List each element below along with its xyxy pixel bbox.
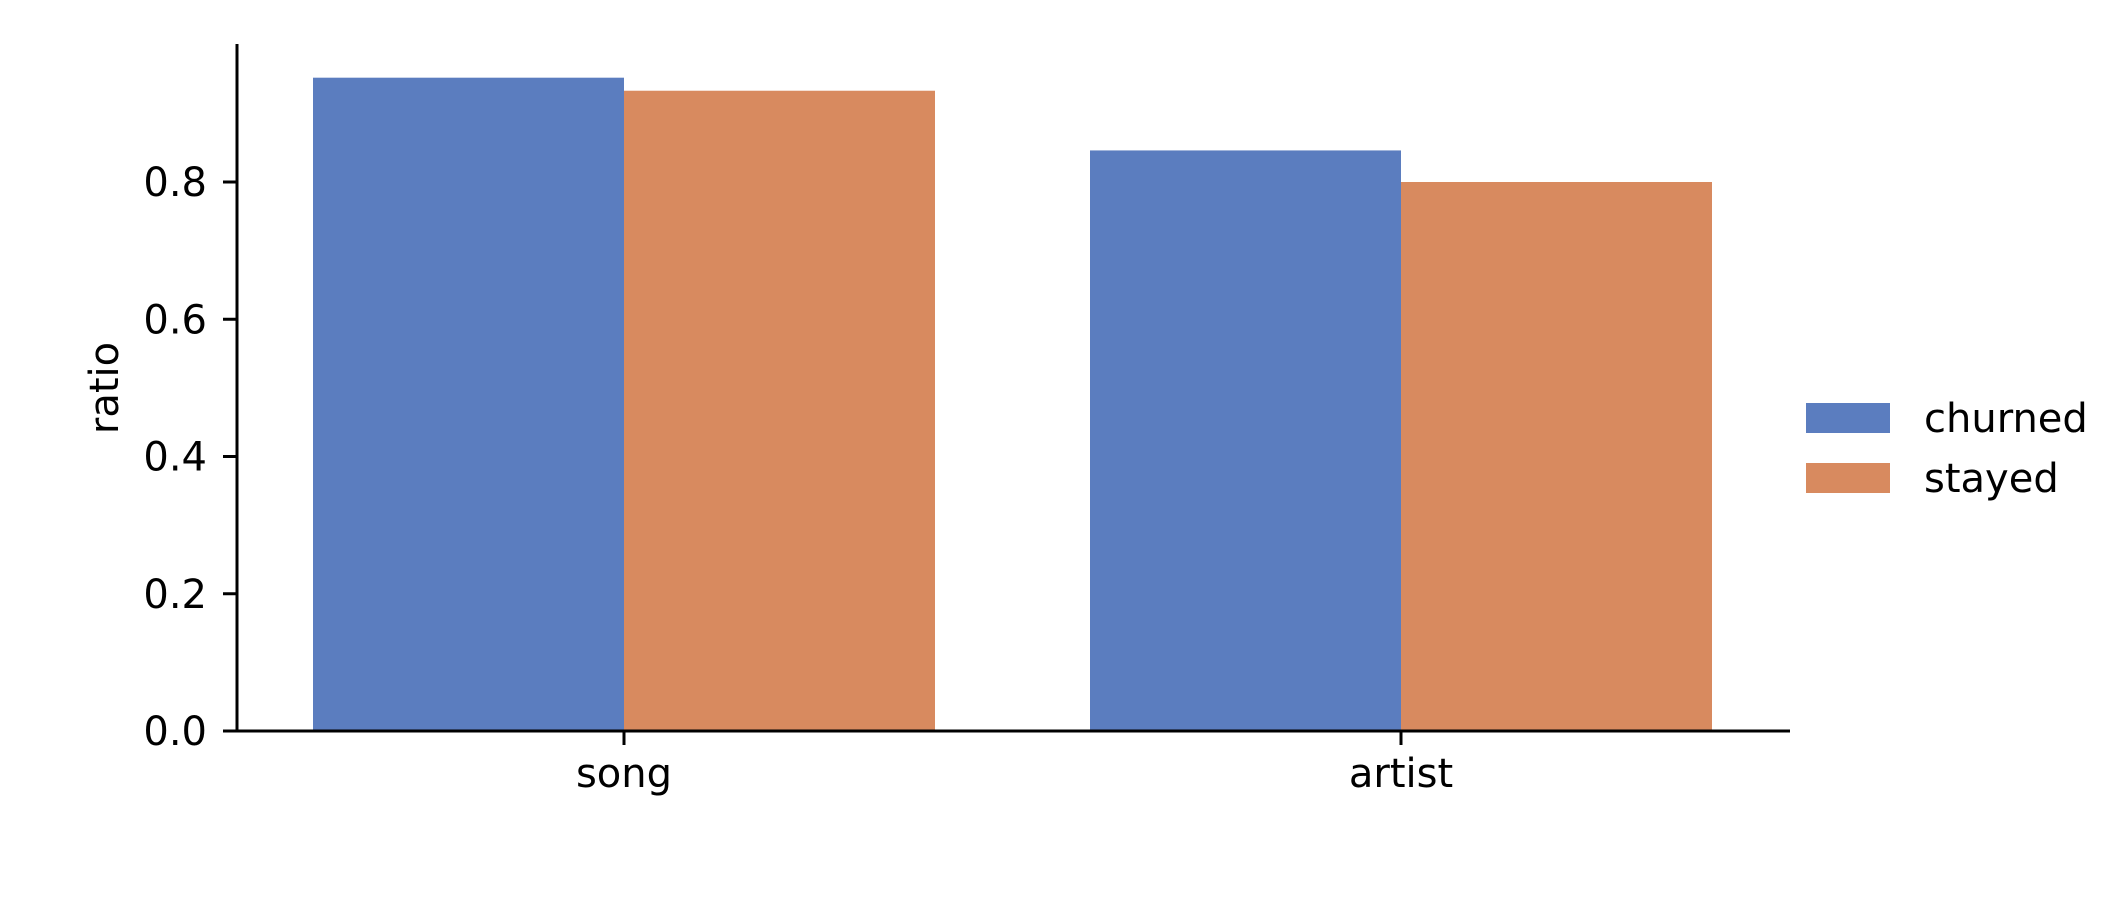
y-tick-label: 0.8 [143,160,207,206]
legend-label-churned: churned [1924,396,2088,442]
legend-swatch-stayed [1806,463,1890,493]
bars-layer [313,77,1712,731]
bar-stayed-artist [1401,182,1712,731]
y-ticks: 0.0 0.2 0.4 0.6 0.8 [143,160,237,755]
bar-stayed-song [624,90,935,731]
bar-churned-song [313,77,624,731]
x-tick-label: artist [1349,751,1453,797]
y-tick-label: 0.6 [143,297,207,343]
legend-label-stayed: stayed [1924,456,2059,502]
legend: churned stayed [1806,396,2088,502]
bar-churned-artist [1090,150,1401,731]
axes-layer [235,44,1790,733]
legend-swatch-churned [1806,403,1890,433]
y-tick-label: 0.2 [143,572,207,618]
x-tick-label: song [576,751,672,797]
y-axis-label: ratio [82,342,128,434]
y-tick-label: 0.0 [143,709,207,755]
x-ticks: song artist [576,731,1453,797]
y-tick-label: 0.4 [143,435,207,481]
